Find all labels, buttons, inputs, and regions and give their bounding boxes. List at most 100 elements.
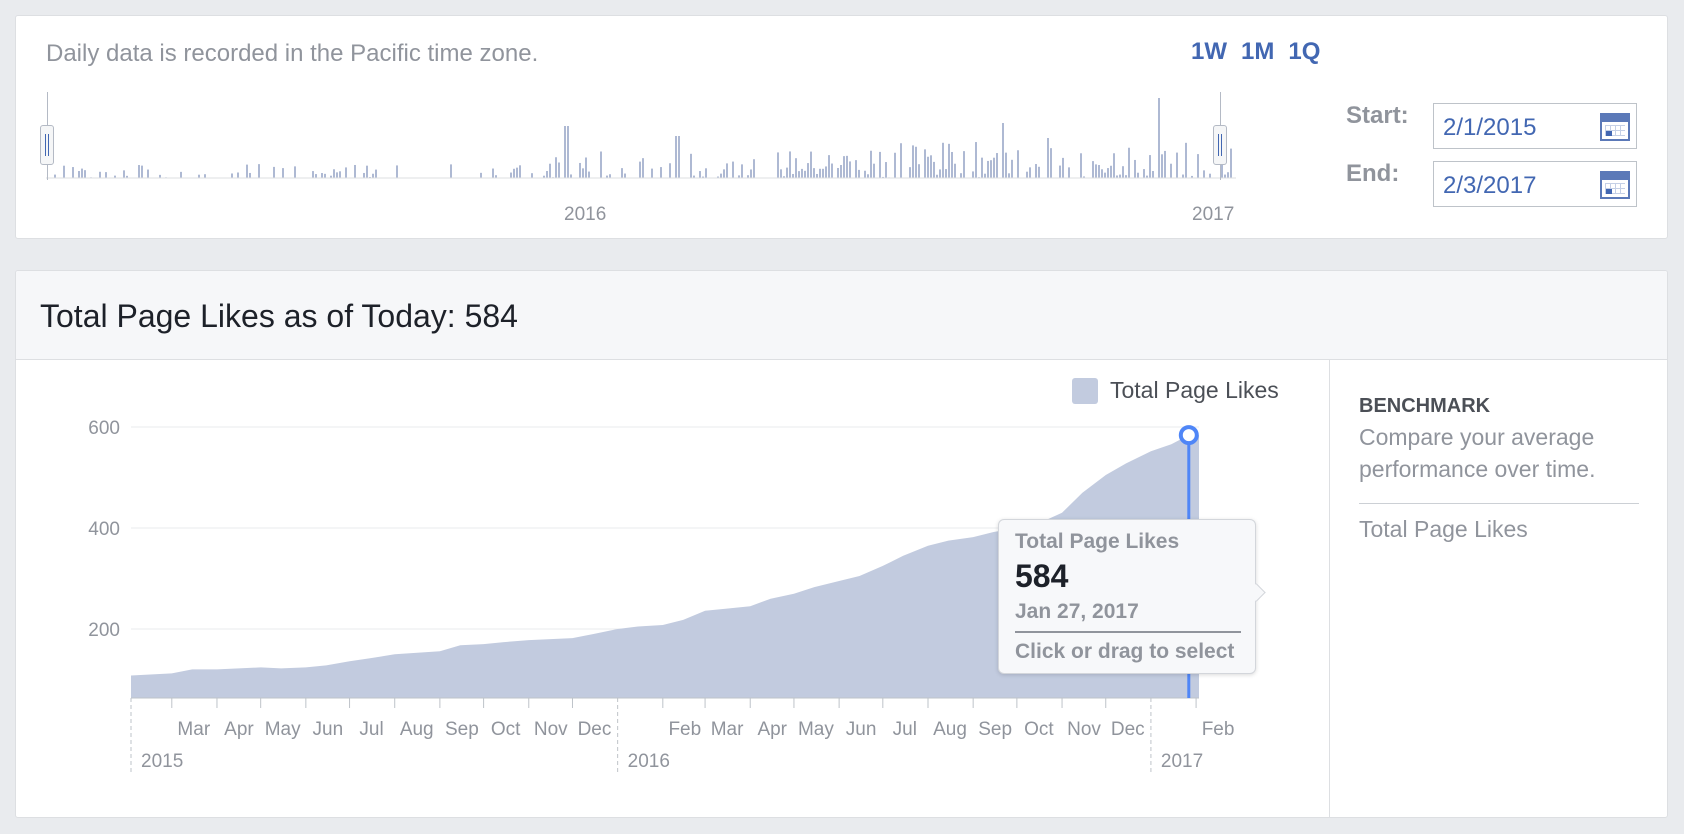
mini-activity-bar xyxy=(1062,157,1064,178)
chart-legend[interactable]: Total Page Likes xyxy=(1072,377,1279,404)
mini-activity-bar xyxy=(1035,164,1037,178)
mini-activity-bar xyxy=(1137,172,1139,178)
preset-1w-button[interactable]: 1W xyxy=(1191,38,1227,65)
mini-activity-bar xyxy=(909,167,911,178)
mini-activity-bar xyxy=(588,171,590,178)
mini-activity-bar xyxy=(669,163,671,178)
mini-activity-bar xyxy=(816,173,818,178)
x-tick-label: Mar xyxy=(177,719,210,740)
range-end-handle[interactable] xyxy=(1213,125,1227,165)
mini-activity-bar xyxy=(1008,173,1010,178)
mini-activity-bar xyxy=(849,161,851,178)
benchmark-metric-link[interactable]: Total Page Likes xyxy=(1359,516,1528,542)
tooltip-hint: Click or drag to select xyxy=(1015,640,1235,663)
mini-activity-bar xyxy=(81,168,83,178)
mini-activity-bar xyxy=(1143,169,1145,178)
mini-activity-bar xyxy=(513,168,515,178)
mini-activity-bar xyxy=(258,164,260,178)
mini-activity-bar xyxy=(126,175,128,178)
mini-activity-bar xyxy=(780,169,782,178)
range-start-handle[interactable] xyxy=(40,125,54,165)
mini-activity-bar xyxy=(1002,123,1004,178)
mini-activity-bar xyxy=(993,157,995,178)
mini-activity-bar xyxy=(924,149,926,178)
mini-activity-bar xyxy=(1149,155,1151,178)
mini-activity-bar xyxy=(1059,165,1061,178)
range-presets: 1W 1M 1Q xyxy=(1191,38,1320,66)
mini-activity-bar xyxy=(837,167,839,178)
mini-activity-bar xyxy=(741,164,743,178)
mini-activity-bar xyxy=(570,174,572,178)
mini-activity-bar xyxy=(900,143,902,178)
mini-activity-bar xyxy=(294,166,296,178)
mini-activity-bar xyxy=(870,150,872,178)
mini-activity-bar xyxy=(747,175,749,178)
x-tick-label: Dec xyxy=(578,719,612,740)
preset-1m-button[interactable]: 1M xyxy=(1241,38,1275,65)
mini-activity-bar xyxy=(204,174,206,178)
mini-activity-bar xyxy=(330,175,332,178)
mini-activity-bar xyxy=(918,164,920,178)
mini-activity-bar xyxy=(1158,98,1160,178)
mini-activity-bar xyxy=(705,168,707,178)
mini-activity-bar xyxy=(138,165,140,178)
mini-activity-bar xyxy=(345,167,347,178)
mini-activity-bar xyxy=(912,145,914,178)
mini-activity-bar xyxy=(582,168,584,178)
mini-activity-bar xyxy=(753,159,755,178)
mini-activity-bar xyxy=(915,146,917,178)
mini-activity-bar xyxy=(1176,152,1178,178)
x-tick-label: Oct xyxy=(1024,719,1054,740)
mini-activity-bar xyxy=(951,151,953,178)
mini-activity-bar xyxy=(1182,174,1184,178)
calendar-icon[interactable] xyxy=(1600,113,1630,141)
mini-activity-bar xyxy=(339,171,341,178)
mini-activity-bar xyxy=(63,165,65,178)
x-year-label: 2016 xyxy=(628,751,670,772)
mini-activity-bar xyxy=(495,175,497,178)
mini-activity-bar xyxy=(324,173,326,178)
mini-activity-bar xyxy=(831,163,833,178)
mini-activity-bar xyxy=(180,171,182,178)
mini-activity-bar xyxy=(1107,168,1109,178)
mini-activity-bar xyxy=(1134,159,1136,178)
mini-activity-bar xyxy=(846,155,848,178)
start-date-value: 2/1/2015 xyxy=(1443,114,1537,141)
mini-activity-bar xyxy=(1098,165,1100,178)
mini-activity-bar xyxy=(948,143,950,178)
mini-activity-bar xyxy=(579,162,581,178)
mini-activity-bar xyxy=(624,173,626,178)
mini-activity-bar xyxy=(1128,147,1130,178)
mini-activity-bar xyxy=(1068,167,1070,178)
mini-activity-bar xyxy=(1227,172,1229,178)
mini-activity-bar xyxy=(1110,165,1112,178)
mini-activity-bar xyxy=(141,165,143,178)
mini-activity-bar xyxy=(783,176,785,178)
mini-activity-bar xyxy=(1011,159,1013,178)
mini-activity-bar xyxy=(810,151,812,178)
y-tick-label: 400 xyxy=(88,519,120,540)
x-tick-label: May xyxy=(798,719,834,740)
mini-activity-bar xyxy=(1221,158,1223,178)
calendar-icon[interactable] xyxy=(1600,171,1630,199)
end-date-field[interactable]: 2/3/2017 xyxy=(1433,161,1637,207)
mini-activity-bar xyxy=(1170,163,1172,178)
mini-activity-bar xyxy=(543,175,545,178)
mini-activity-bar xyxy=(1005,152,1007,178)
mini-activity-bar xyxy=(1152,171,1154,178)
y-tick-label: 600 xyxy=(88,418,120,439)
end-date-value: 2/3/2017 xyxy=(1443,172,1537,199)
preset-1q-button[interactable]: 1Q xyxy=(1288,38,1321,65)
x-tick-label: Mar xyxy=(711,719,744,740)
sidebar-divider xyxy=(1329,359,1330,817)
mini-activity-bar xyxy=(516,167,518,178)
mini-activity-bar xyxy=(873,163,875,178)
mini-activity-chart[interactable] xyxy=(46,88,1236,198)
tooltip-label: Total Page Likes xyxy=(1015,530,1180,553)
mini-activity-bar xyxy=(480,172,482,178)
mini-activity-bar xyxy=(237,172,239,178)
mini-activity-bar xyxy=(1164,150,1166,178)
mini-activity-bar xyxy=(366,165,368,178)
start-date-field[interactable]: 2/1/2015 xyxy=(1433,103,1637,149)
mini-activity-bar xyxy=(1122,166,1124,178)
